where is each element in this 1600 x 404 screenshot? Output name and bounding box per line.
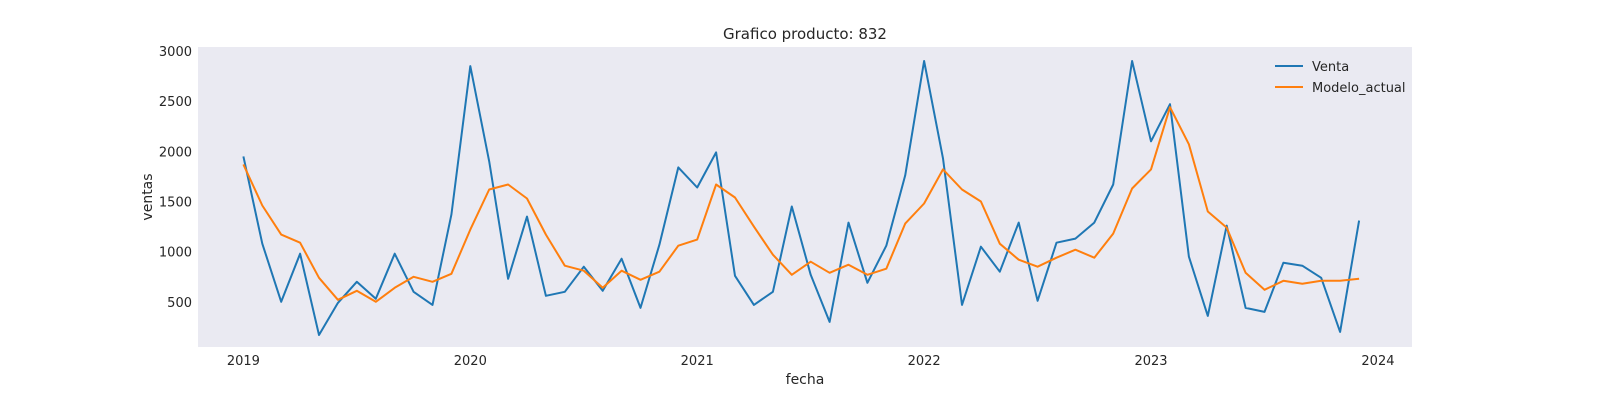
legend-label-modelo-actual: Modelo_actual	[1312, 81, 1406, 96]
series-layer	[242, 60, 1361, 336]
legend-label-venta: Venta	[1312, 60, 1349, 75]
x-axis: 2019 2020 2021 2022 2023 2024	[227, 354, 1395, 369]
series-line-venta	[242, 60, 1361, 336]
x-tick-label: 2024	[1361, 354, 1394, 369]
x-tick-label: 2022	[908, 354, 941, 369]
y-tick-label: 1500	[159, 196, 192, 211]
y-tick-label: 3000	[159, 45, 192, 60]
y-axis: 500 1000 1500 2000 2500 3000	[159, 45, 192, 311]
x-tick-label: 2023	[1134, 354, 1167, 369]
x-tick-label: 2019	[227, 354, 260, 369]
x-axis-label: fecha	[786, 372, 825, 388]
y-axis-label: ventas	[140, 173, 156, 220]
y-tick-label: 500	[167, 296, 192, 311]
y-tick-label: 1000	[159, 246, 192, 261]
y-tick-label: 2500	[159, 95, 192, 110]
series-line-modelo-actual	[242, 106, 1360, 303]
chart-title: Grafico producto: 832	[723, 25, 887, 43]
x-tick-label: 2021	[681, 354, 714, 369]
y-tick-label: 2000	[159, 145, 192, 160]
plot-background	[198, 47, 1412, 347]
x-tick-label: 2020	[454, 354, 487, 369]
legend: Venta Modelo_actual	[1275, 60, 1406, 96]
